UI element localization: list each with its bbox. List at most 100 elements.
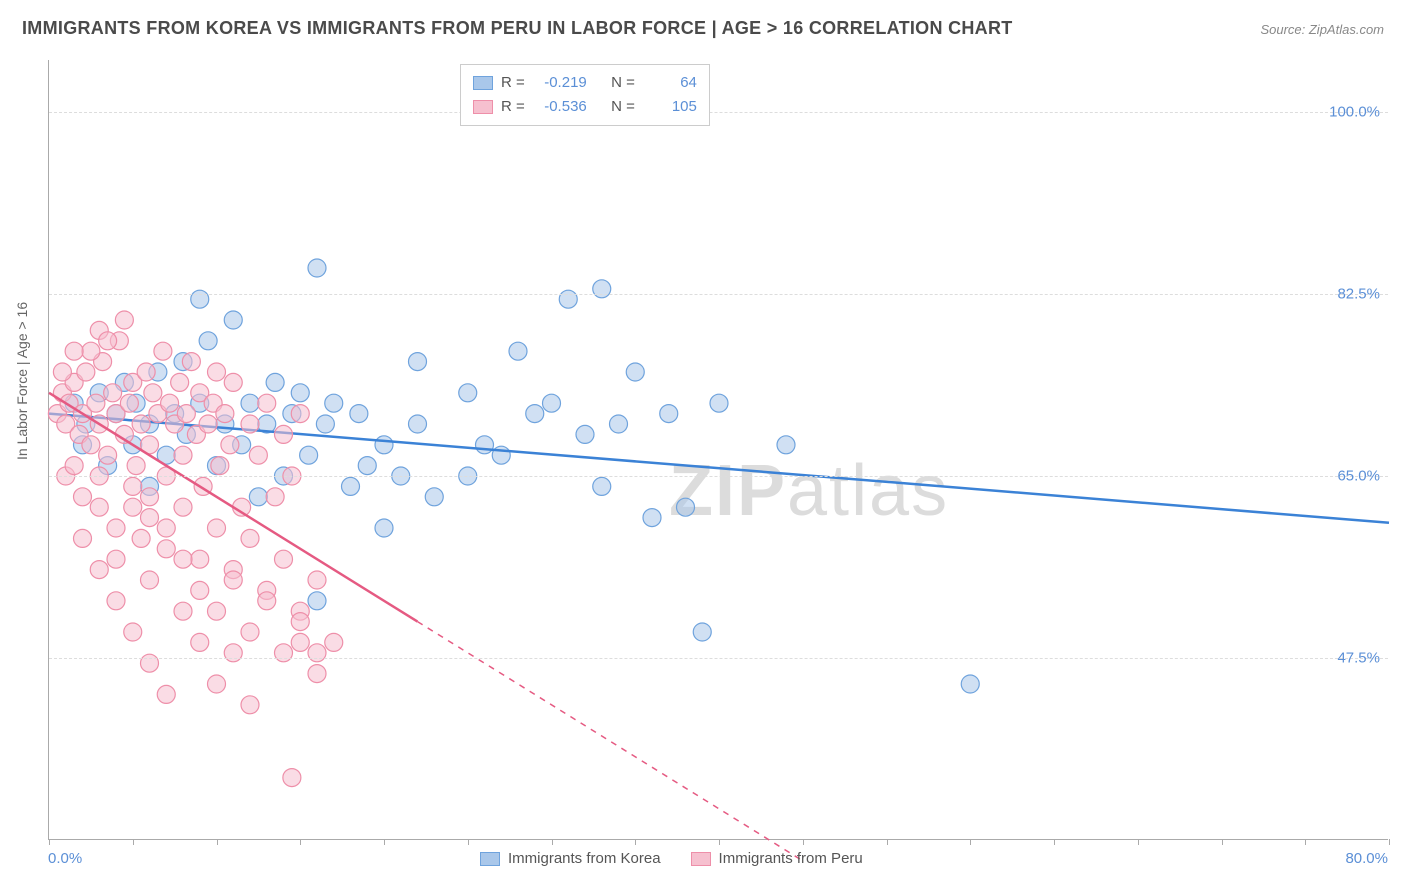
scatter-point-peru [157,519,175,537]
scatter-point-peru [124,498,142,516]
scatter-point-peru [107,592,125,610]
scatter-point-korea [249,488,267,506]
y-tick-label: 65.0% [1337,468,1380,485]
korea-r-value: -0.219 [533,71,587,95]
scatter-point-peru [77,363,95,381]
peru-n-value: 105 [643,95,697,119]
scatter-point-peru [275,550,293,568]
scatter-point-peru [177,405,195,423]
scatter-point-peru [74,488,92,506]
scatter-point-korea [526,405,544,423]
scatter-point-peru [211,457,229,475]
swatch-peru-bottom [691,852,711,866]
scatter-point-korea [476,436,494,454]
scatter-point-peru [291,613,309,631]
scatter-point-korea [543,394,561,412]
scatter-point-peru [208,602,226,620]
scatter-point-peru [208,675,226,693]
peru-label: Immigrants from Peru [719,850,863,867]
plot-area: ZIPatlas 47.5%65.0%82.5%100.0% [48,60,1388,840]
scatter-point-peru [208,363,226,381]
scatter-point-korea [559,290,577,308]
scatter-point-peru [275,644,293,662]
scatter-point-peru [65,342,83,360]
peru-r-value: -0.536 [533,95,587,119]
scatter-point-peru [241,696,259,714]
r-label: R = [501,71,525,95]
scatter-point-peru [208,519,226,537]
scatter-point-korea [375,436,393,454]
x-tick [49,839,50,845]
scatter-point-peru [157,685,175,703]
scatter-point-peru [141,571,159,589]
scatter-point-korea [308,259,326,277]
scatter-point-korea [308,592,326,610]
scatter-point-peru [174,602,192,620]
n-label: N = [611,95,635,119]
scatter-point-korea [409,353,427,371]
gridline [49,476,1388,477]
x-tick [384,839,385,845]
legend-row-peru: R = -0.536 N = 105 [473,95,697,119]
scatter-point-peru [308,644,326,662]
x-tick [803,839,804,845]
scatter-point-korea [375,519,393,537]
scatter-point-peru [99,446,117,464]
x-tick [1054,839,1055,845]
scatter-point-peru [132,529,150,547]
x-tick [970,839,971,845]
scatter-point-peru [241,623,259,641]
scatter-point-korea [266,373,284,391]
scatter-point-peru [221,436,239,454]
scatter-point-peru [137,363,155,381]
y-tick-label: 47.5% [1337,650,1380,667]
r-label: R = [501,95,525,119]
scatter-point-peru [157,540,175,558]
x-tick [719,839,720,845]
scatter-point-peru [107,519,125,537]
scatter-point-korea [593,477,611,495]
scatter-point-peru [127,457,145,475]
scatter-point-peru [325,633,343,651]
scatter-point-korea [316,415,334,433]
x-tick [217,839,218,845]
scatter-point-peru [241,529,259,547]
scatter-point-peru [266,488,284,506]
scatter-point-korea [199,332,217,350]
scatter-point-peru [224,373,242,391]
gridline [49,294,1388,295]
scatter-point-peru [174,446,192,464]
scatter-point-korea [777,436,795,454]
y-tick-label: 82.5% [1337,286,1380,303]
chart-title: IMMIGRANTS FROM KOREA VS IMMIGRANTS FROM… [22,18,1013,39]
scatter-point-peru [141,509,159,527]
y-tick-label: 100.0% [1329,104,1380,121]
gridline [49,658,1388,659]
scatter-point-korea [660,405,678,423]
scatter-point-peru [82,342,100,360]
scatter-point-peru [182,353,200,371]
x-axis-max-label: 80.0% [1345,850,1388,867]
scatter-point-korea [693,623,711,641]
scatter-point-peru [107,550,125,568]
scatter-point-korea [409,415,427,433]
x-tick [552,839,553,845]
statistics-legend: R = -0.219 N = 64 R = -0.536 N = 105 [460,64,710,126]
scatter-point-korea [593,280,611,298]
scatter-point-peru [124,477,142,495]
scatter-point-korea [610,415,628,433]
scatter-point-korea [224,311,242,329]
series-legend: Immigrants from Korea Immigrants from Pe… [480,850,863,867]
scatter-point-korea [358,457,376,475]
korea-n-value: 64 [643,71,697,95]
plot-svg [49,60,1388,839]
scatter-point-korea [191,290,209,308]
legend-row-korea: R = -0.219 N = 64 [473,71,697,95]
x-tick [1305,839,1306,845]
scatter-point-peru [174,498,192,516]
scatter-point-peru [141,654,159,672]
scatter-point-peru [258,592,276,610]
scatter-point-korea [677,498,695,516]
scatter-point-korea [643,509,661,527]
scatter-point-peru [132,415,150,433]
